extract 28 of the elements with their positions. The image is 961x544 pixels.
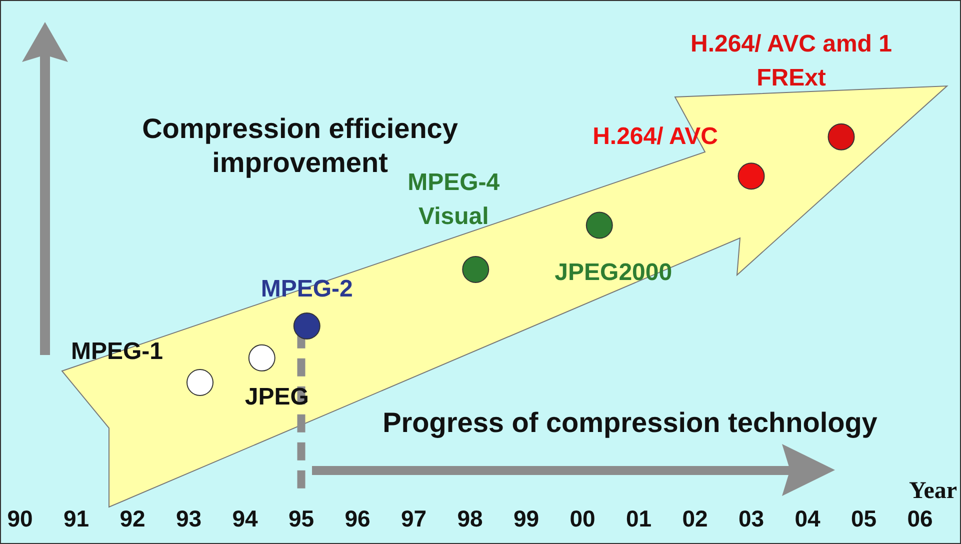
x-tick-label: 02: [682, 506, 708, 532]
x-tick-label: 90: [7, 506, 33, 532]
point: [462, 256, 490, 283]
x-tick-label: 05: [850, 506, 877, 532]
x-tick-label: 98: [457, 506, 483, 532]
x-tick-label: 99: [513, 506, 540, 532]
x-tick-label: 97: [400, 506, 427, 532]
text: Progress of compression technology: [382, 406, 878, 440]
point: [586, 212, 613, 239]
x-tick-label: 94: [232, 506, 258, 532]
x-tick-label: 96: [344, 506, 370, 532]
x-tick-label: 95: [288, 506, 314, 532]
x-axis-title: Year: [909, 478, 957, 505]
annotation: JPEG: [244, 384, 309, 411]
point: [248, 344, 276, 372]
x-tick-label: 91: [63, 506, 90, 532]
x-tick-label: 06: [907, 506, 933, 532]
x-tick-label: 92: [120, 506, 146, 532]
x-tick-label: 04: [794, 506, 820, 532]
point: [186, 368, 214, 396]
point: [828, 123, 855, 150]
point: [738, 162, 765, 190]
point: [293, 312, 320, 340]
x-tick-label: 03: [738, 506, 764, 532]
annotation: H.264/ AVC amd 1 FRExt: [690, 30, 892, 92]
x-tick-label: 00: [570, 506, 596, 532]
x-tick-label: 93: [176, 506, 202, 532]
x-tick-label: 01: [626, 506, 652, 532]
